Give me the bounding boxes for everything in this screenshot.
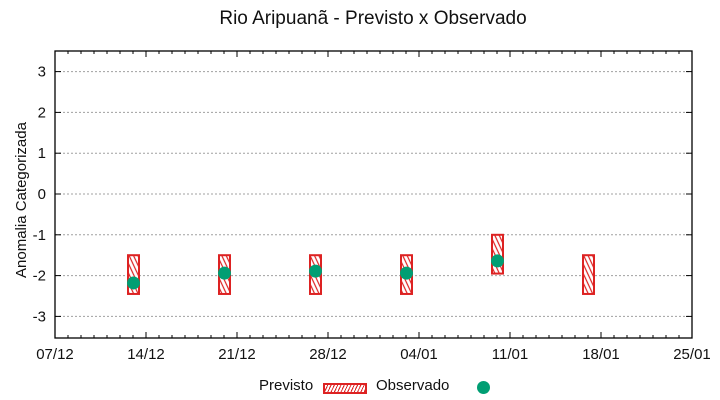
legend-observado-label: Observado [376, 377, 450, 394]
y-tick-label: -1 [33, 227, 46, 244]
observado-point [491, 254, 504, 268]
legend-observado-marker [477, 381, 490, 394]
x-tick-label: 21/12 [218, 346, 256, 363]
observado-point [218, 266, 231, 280]
legend-previsto-swatch [323, 383, 367, 394]
y-tick-label: 2 [38, 104, 46, 121]
chart-title: Rio Aripuanã - Previsto x Observado [219, 8, 527, 29]
plot-frame [54, 50, 693, 339]
previsto-box [491, 233, 504, 275]
x-tick-label: 11/01 [492, 346, 528, 363]
y-axis-label: Anomalia Categorizada [13, 121, 30, 278]
previsto-box [127, 254, 140, 295]
y-tick-label: 0 [38, 186, 46, 203]
observado-point [127, 276, 140, 290]
x-tick-label: 04/01 [400, 346, 438, 363]
x-tick-label: 14/12 [127, 346, 165, 363]
y-tick-label: 1 [38, 145, 46, 162]
legend-previsto-label: Previsto [259, 377, 314, 394]
x-tick-label: 25/01 [673, 346, 711, 363]
previsto-box [582, 254, 595, 295]
y-tick-label: -2 [33, 268, 46, 285]
y-tick-label: -3 [33, 308, 46, 325]
observado-point [309, 264, 322, 278]
x-tick-label: 28/12 [309, 346, 347, 363]
x-tick-label: 18/01 [582, 346, 620, 363]
observado-point [400, 266, 413, 280]
x-tick-label: 07/12 [36, 346, 74, 363]
y-tick-label: 3 [38, 64, 46, 81]
